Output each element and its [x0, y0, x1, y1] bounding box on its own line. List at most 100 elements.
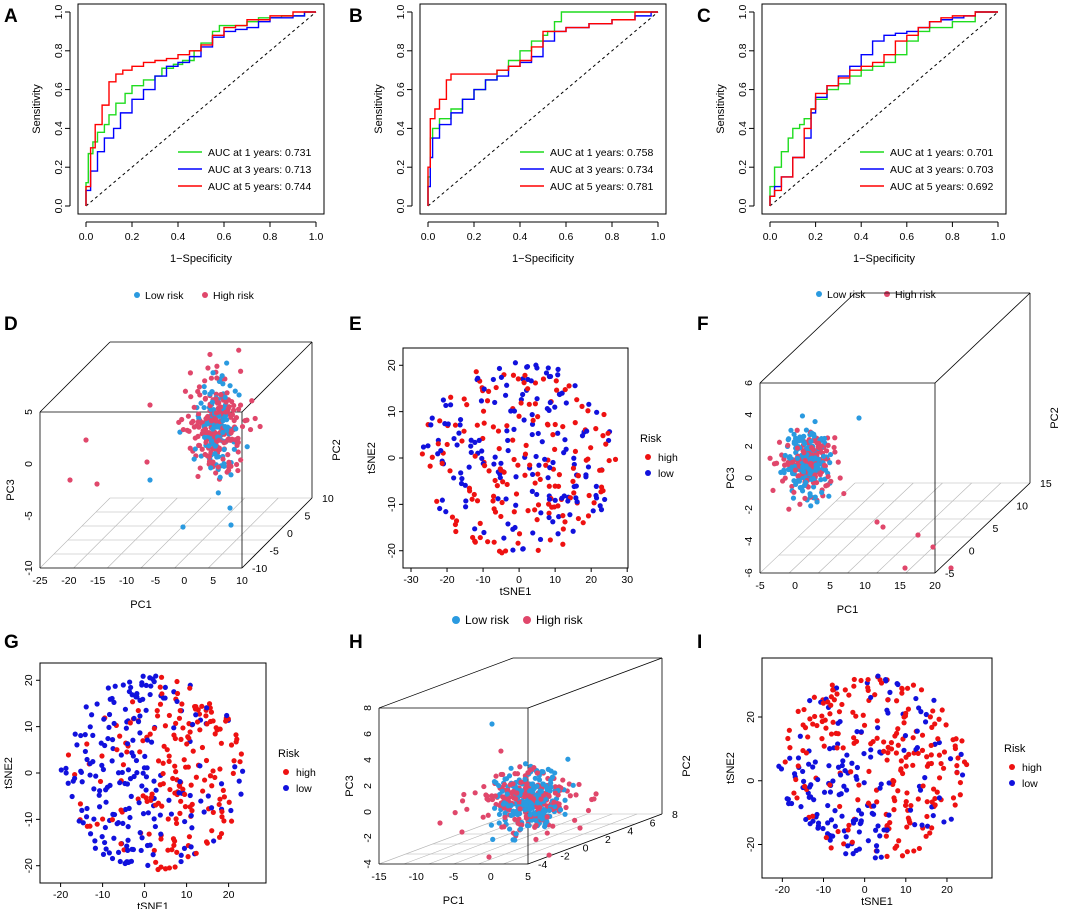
- point-high: [135, 707, 141, 714]
- point-high-risk: [208, 375, 214, 381]
- legend-dot-low: [283, 785, 289, 791]
- point-low: [535, 430, 541, 437]
- point-low: [914, 728, 920, 734]
- z-tick-label: -5: [945, 568, 954, 580]
- point-high: [480, 408, 487, 414]
- point-low-risk: [208, 465, 214, 471]
- point-high: [515, 376, 521, 382]
- x-tick-label: 1.0: [651, 231, 666, 243]
- point-low: [114, 821, 120, 827]
- point-high: [605, 430, 611, 436]
- point-high: [166, 865, 173, 871]
- point-low-risk: [793, 450, 799, 456]
- y-tick-label: 0.6: [737, 82, 749, 97]
- point-high: [895, 742, 901, 748]
- y-tick-label: -10: [386, 497, 398, 512]
- point-low: [98, 740, 104, 746]
- point-low: [136, 800, 142, 806]
- point-high: [522, 472, 528, 478]
- point-high: [181, 757, 187, 763]
- point-low: [555, 366, 561, 372]
- point-high: [865, 676, 871, 683]
- legend-label: AUC at 1 years: 0.701: [890, 147, 993, 159]
- point-high: [204, 840, 210, 846]
- point-high: [193, 703, 199, 710]
- point-high-risk: [498, 771, 504, 778]
- point-high: [209, 828, 215, 834]
- point-high: [526, 401, 532, 407]
- point-low: [153, 787, 159, 793]
- point-high-risk: [500, 794, 507, 800]
- y-tick-label: 8: [362, 705, 374, 711]
- point-high-risk: [207, 351, 213, 358]
- point-low: [78, 769, 85, 775]
- point-low: [552, 497, 558, 503]
- point-high-risk: [216, 400, 222, 406]
- x-tick-label: 1.0: [309, 231, 324, 243]
- point-high-risk: [179, 416, 185, 423]
- point-low: [498, 460, 504, 466]
- point-high-risk: [231, 417, 237, 424]
- point-high: [916, 845, 922, 852]
- point-low-risk: [191, 456, 197, 462]
- point-low: [238, 791, 244, 797]
- point-high: [952, 743, 958, 749]
- point-high: [600, 433, 606, 439]
- point-high: [851, 740, 857, 746]
- panel-letter-g: G: [4, 632, 19, 653]
- x-tick-label: -20: [775, 884, 790, 896]
- point-high-risk: [94, 481, 100, 487]
- point-low: [463, 504, 469, 510]
- point-low-risk: [228, 472, 234, 478]
- point-high: [172, 763, 178, 769]
- point-high: [599, 467, 605, 473]
- point-low: [858, 729, 864, 735]
- point-low-risk: [222, 423, 228, 430]
- point-high: [193, 850, 199, 856]
- point-high: [444, 441, 450, 448]
- y-tick-label: 20: [23, 674, 35, 686]
- point-high: [157, 701, 164, 707]
- point-low: [140, 811, 147, 817]
- point-low-risk: [217, 474, 223, 480]
- point-low: [907, 807, 914, 813]
- point-high-risk: [566, 781, 572, 787]
- point-low: [84, 805, 90, 812]
- x-tick-label: -10: [816, 884, 831, 896]
- point-high: [851, 735, 857, 741]
- point-low-risk: [527, 812, 533, 818]
- point-high: [160, 770, 166, 777]
- point-low: [544, 405, 550, 412]
- x-tick-label: 10: [549, 574, 561, 586]
- point-high: [553, 378, 559, 384]
- point-low-risk: [557, 807, 564, 813]
- point-low: [922, 719, 929, 725]
- point-high: [492, 477, 498, 484]
- plot-frame: [761, 657, 993, 879]
- point-low: [801, 778, 807, 784]
- point-low: [205, 793, 211, 799]
- point-low: [134, 770, 140, 776]
- point-high: [504, 423, 510, 429]
- point-high: [178, 798, 184, 804]
- point-high: [94, 821, 100, 827]
- x-tick-label: 0.0: [79, 231, 94, 243]
- point-high-risk: [208, 449, 214, 456]
- point-low: [521, 417, 527, 423]
- point-high: [572, 448, 579, 455]
- point-high-risk: [205, 365, 211, 371]
- point-high-risk: [195, 419, 201, 425]
- point-high: [165, 847, 171, 853]
- x-tick-label: 10: [900, 884, 912, 896]
- point-high: [899, 686, 905, 692]
- z-axis-label: PC2: [1049, 407, 1061, 428]
- point-low: [118, 752, 124, 758]
- point-low: [80, 820, 86, 826]
- point-low: [503, 496, 509, 502]
- point-low: [602, 496, 608, 503]
- point-low: [529, 471, 536, 478]
- point-high: [171, 842, 177, 848]
- point-high: [521, 380, 527, 386]
- point-low: [140, 770, 146, 776]
- point-high-risk: [573, 792, 579, 798]
